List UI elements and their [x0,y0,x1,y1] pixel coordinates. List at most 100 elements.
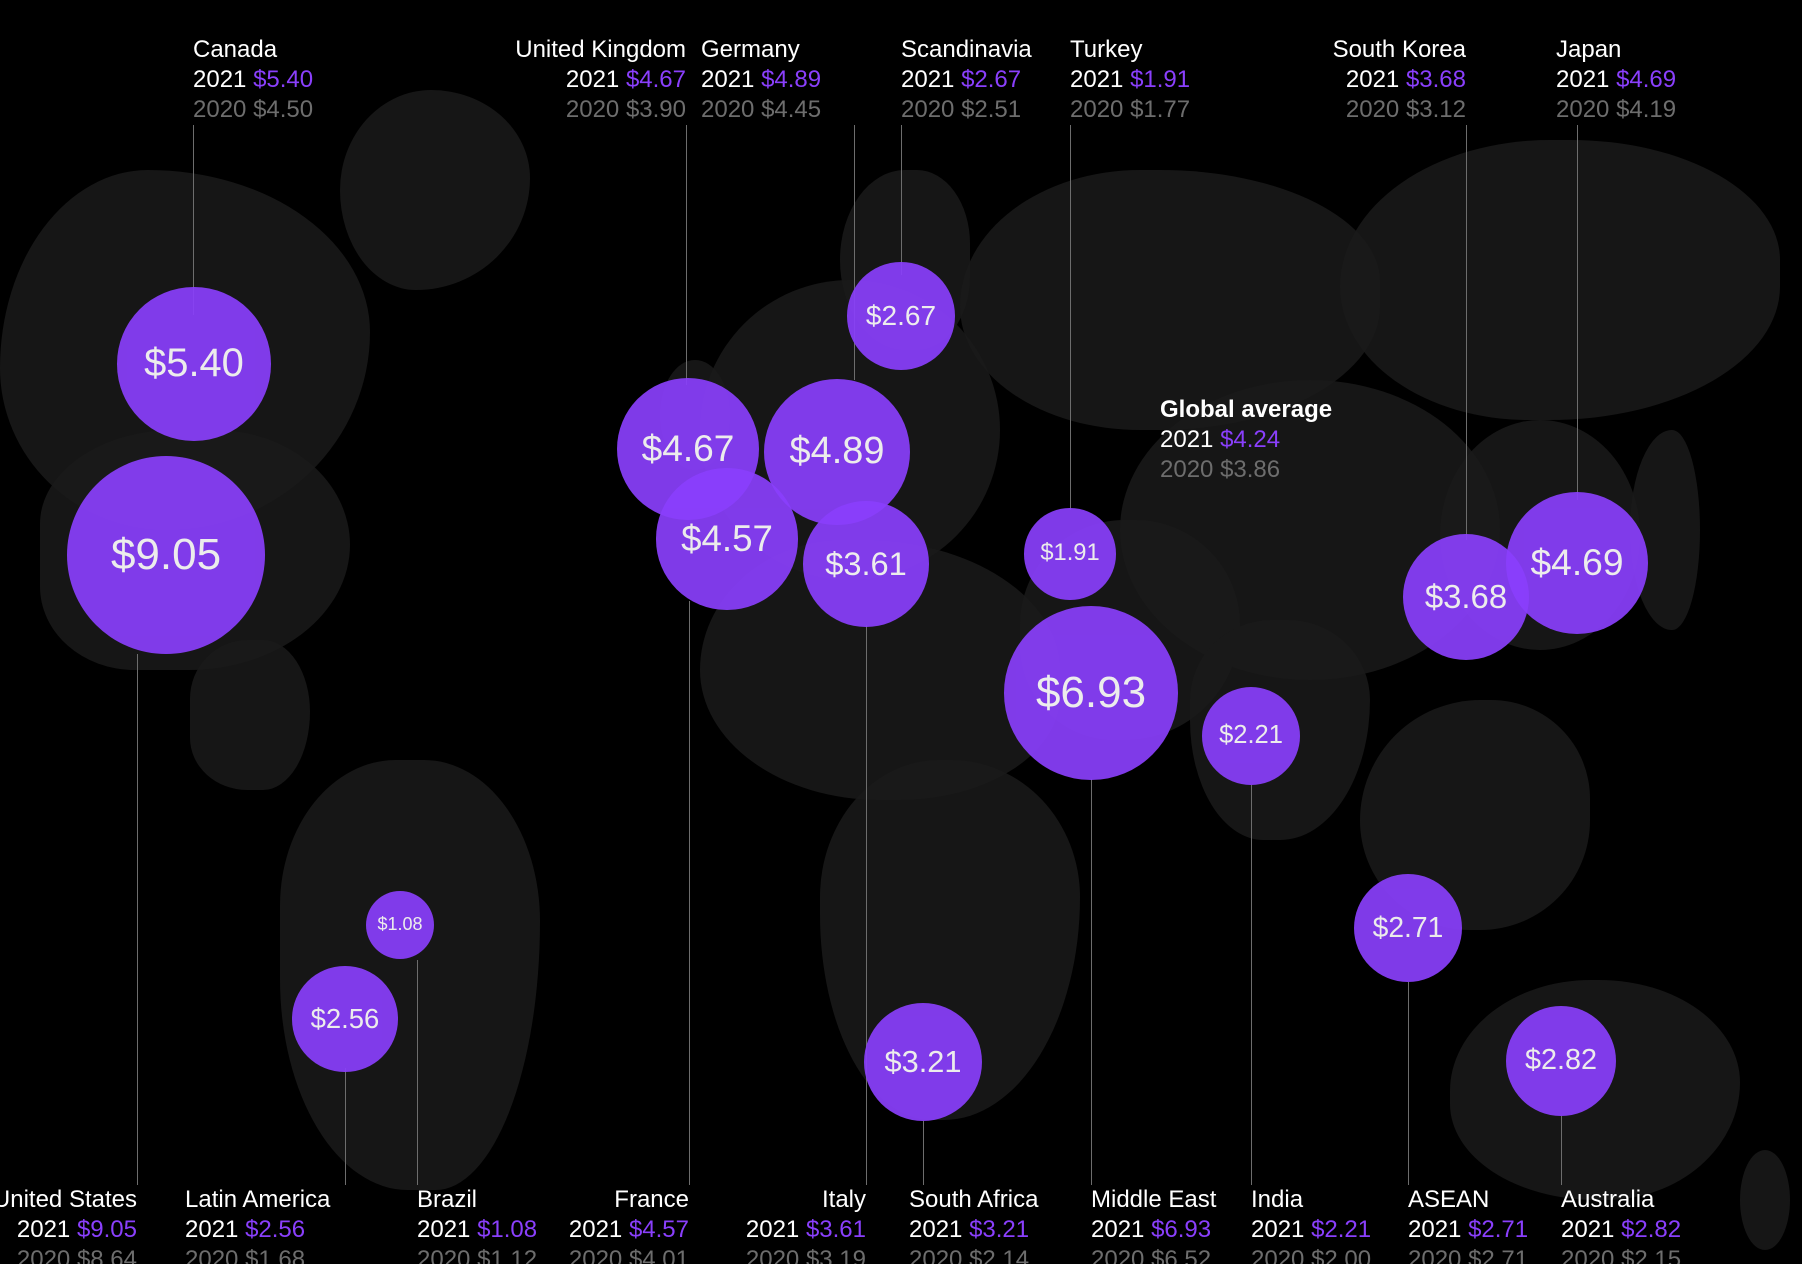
region-name: Brazil [417,1185,537,1215]
value-2021: $3.61 [806,1216,866,1243]
value-2021: $9.05 [77,1216,137,1243]
callout-usa: United States2021 $9.05 2020 $8.64 [0,1185,137,1264]
year-2020-label: 2020 [909,1246,969,1264]
value-2020: $2.15 [1621,1246,1681,1264]
connector-line [1466,125,1467,540]
callout-germany: Germany2021 $4.892020 $4.45 [701,35,821,125]
connector-line [1408,982,1409,1185]
value-2021: $3.68 [1406,66,1466,93]
year-2020-label: 2020 [701,96,761,123]
bubble-value: $2.56 [311,1003,380,1035]
landmass [1340,140,1780,420]
year-2020-label: 2020 [1091,1246,1151,1264]
value-2021: $5.40 [253,66,313,93]
callout-japan: Japan2021 $4.692020 $4.19 [1556,35,1676,125]
bubble-value: $3.68 [1425,578,1507,616]
connector-line [923,1121,924,1185]
value-2021-row: 2021 $4.69 [1556,65,1676,95]
value-2020-row: 2020 $3.90 [515,95,686,125]
connector-line [1251,785,1252,1185]
landmass [1630,430,1700,630]
value-2021-row: 2021 $3.68 [1333,65,1466,95]
year-2020-label: 2020 [746,1246,806,1264]
value-2021: $2.56 [245,1216,305,1243]
value-2020: $4.19 [1616,96,1676,123]
bubble-value: $4.57 [681,518,773,560]
value-2020: $2.00 [1311,1246,1371,1264]
year-2020-label: 2020 [569,1246,629,1264]
callout-canada: Canada2021 $5.402020 $4.50 [193,35,313,125]
region-name: South Africa [909,1185,1038,1215]
bubble-latam: $2.56 [292,966,398,1072]
year-2021-label: 2021 [417,1216,477,1243]
callout-brazil: Brazil2021 $1.082020 $1.12 [417,1185,537,1264]
global-2021-row: 2021 $4.24 [1160,425,1332,455]
value-2021-row: 2021 $6.93 [1091,1215,1216,1245]
value-2021: $1.08 [477,1216,537,1243]
bubble-value: $4.69 [1531,541,1624,584]
value-2020-row: 2020 $2.15 [1561,1245,1681,1264]
year-2021-label: 2021 [17,1216,77,1243]
callout-southkorea: South Korea2021 $3.682020 $3.12 [1333,35,1466,125]
value-2021: $4.67 [626,66,686,93]
value-2020-row: 2020 $8.64 [0,1245,137,1264]
connector-line [345,1068,346,1185]
year-2021-label: 2021 [901,66,961,93]
value-2021-row: 2021 $4.57 [569,1215,689,1245]
value-2020-row: 2020 $1.68 [185,1245,330,1264]
bubble-scandinavia: $2.67 [847,262,955,370]
year-2021-label: 2021 [746,1216,806,1243]
value-2021: $2.67 [961,66,1021,93]
region-name: United States [0,1185,137,1215]
value-2021-row: 2021 $3.61 [746,1215,866,1245]
value-2020-row: 2020 $2.71 [1408,1245,1528,1264]
value-2021-row: 2021 $1.91 [1070,65,1190,95]
year-2021-label: 2021 [1408,1216,1468,1243]
value-2020: $4.50 [253,96,313,123]
bubble-canada: $5.40 [117,287,270,440]
global-2020-row: 2020 $3.86 [1160,455,1332,485]
connector-line [686,125,687,385]
value-2021: $6.93 [1151,1216,1211,1243]
bubble-value: $2.21 [1219,721,1283,750]
value-2021-row: 2021 $2.21 [1251,1215,1371,1245]
value-2020: $6.52 [1151,1246,1211,1264]
year-2021-label: 2021 [1556,66,1616,93]
callout-france: France2021 $4.572020 $4.01 [569,1185,689,1264]
value-2021-row: 2021 $1.08 [417,1215,537,1245]
value-2020-row: 2020 $6.52 [1091,1245,1216,1264]
year-2020-label: 2020 [417,1246,477,1264]
value-2021: $2.82 [1621,1216,1681,1243]
year-2021-label: 2021 [566,66,626,93]
year-2021-label: 2021 [1346,66,1406,93]
value-2020-row: 2020 $4.45 [701,95,821,125]
connector-line [137,654,138,1185]
callout-australia: Australia2021 $2.822020 $2.15 [1561,1185,1681,1264]
bubble-value: $4.67 [642,427,735,470]
year-2021-label: 2021 [1091,1216,1151,1243]
region-name: ASEAN [1408,1185,1528,1215]
value-2021-row: 2021 $3.21 [909,1215,1038,1245]
year-2021-label: 2021 [909,1216,969,1243]
landmass [190,640,310,790]
bubble-brazil: $1.08 [366,891,435,960]
value-2020-row: 2020 $4.01 [569,1245,689,1264]
value-2021-row: 2021 $2.82 [1561,1215,1681,1245]
bubble-value: $3.61 [825,545,907,583]
value-2021-row: 2021 $4.89 [701,65,821,95]
value-2021: $4.89 [761,66,821,93]
region-name: India [1251,1185,1371,1215]
value-2020: $2.71 [1468,1246,1528,1264]
year-2021-label: 2021 [1251,1216,1311,1243]
value-2020-row: 2020 $2.14 [909,1245,1038,1264]
value-2020-row: 2020 $2.00 [1251,1245,1371,1264]
connector-line [866,625,867,1185]
callout-italy: Italy2021 $3.612020 $3.19 [746,1185,866,1264]
year-2020-label: 2020 [1346,96,1406,123]
region-name: Germany [701,35,821,65]
bubble-value: $6.93 [1036,668,1146,718]
region-name: United Kingdom [515,35,686,65]
year-2021-label: 2021 [1070,66,1130,93]
region-name: France [569,1185,689,1215]
year-2020-label: 2020 [1408,1246,1468,1264]
